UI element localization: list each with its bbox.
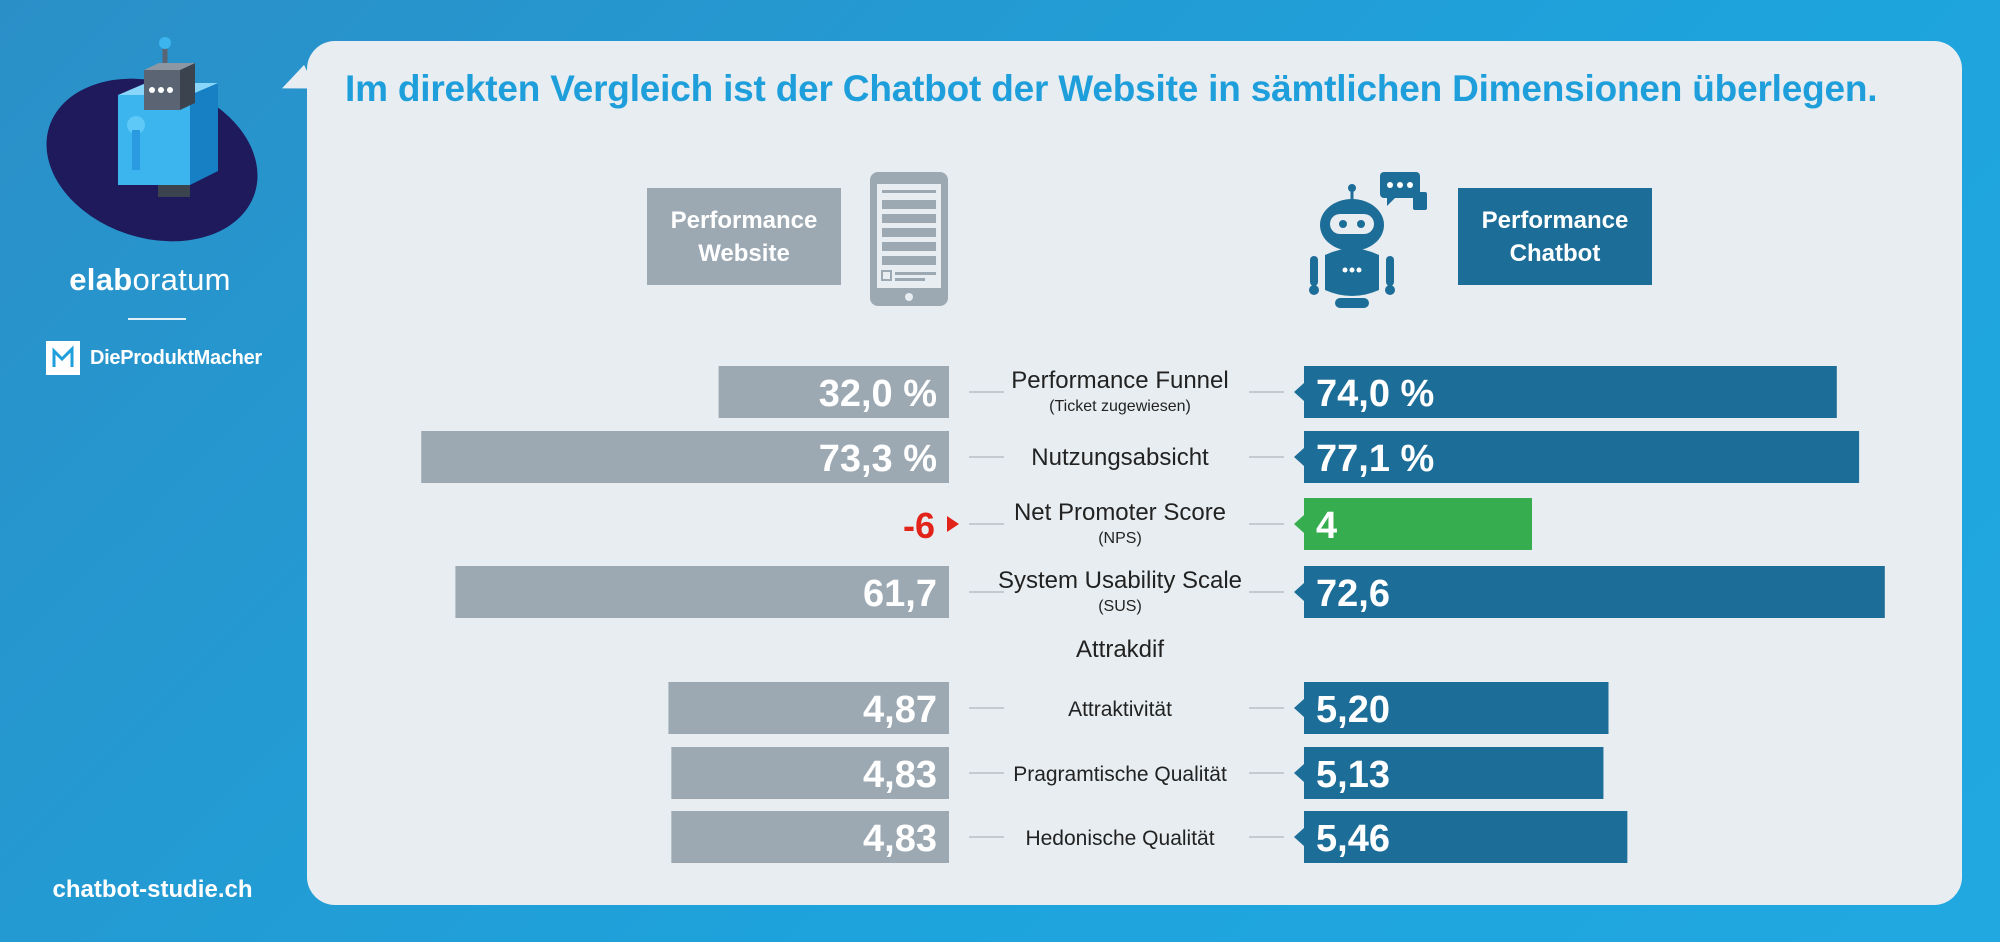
bar-chatbot — [1304, 811, 1628, 863]
bar-chatbot — [1304, 431, 1860, 483]
bar-website — [671, 747, 949, 799]
bar-label-chatbot: 74,0 % — [1316, 373, 1434, 415]
bar-pointer-icon — [1294, 383, 1304, 401]
bar-label-website: 4,83 — [863, 818, 937, 860]
category-sublabel: (NPS) — [1098, 530, 1142, 547]
divider — [128, 318, 186, 320]
bar-label-chatbot: 77,1 % — [1316, 438, 1434, 480]
group-heading: Attrakdif — [1076, 636, 1164, 663]
bar-chatbot — [1304, 566, 1885, 618]
partner-mark-icon — [46, 341, 80, 375]
bar-chatbot — [1304, 747, 1604, 799]
bar-website — [421, 431, 949, 483]
category-sublabel: (Ticket zugewiesen) — [1049, 398, 1191, 415]
header-website: Performance Website — [647, 188, 841, 285]
category-label: Attraktivität — [1068, 698, 1172, 721]
bar-website — [455, 566, 949, 618]
category-label: Nutzungsabsicht — [1031, 444, 1209, 471]
chatbot-robot-icon — [1309, 172, 1427, 308]
bar-label-chatbot: 5,46 — [1316, 818, 1390, 860]
bar-pointer-icon — [1294, 828, 1304, 846]
bar-label-website: -6 — [903, 505, 935, 546]
bar-pointer-icon — [1294, 515, 1304, 533]
category-label: Hedonische Qualität — [1025, 827, 1214, 850]
bar-pointer-icon — [1294, 583, 1304, 601]
bar-label-chatbot: 72,6 — [1316, 573, 1390, 615]
bar-pointer-icon — [1294, 764, 1304, 782]
bar-label-website: 32,0 % — [819, 373, 937, 415]
smartphone-icon — [870, 172, 948, 306]
bar-website — [671, 811, 949, 863]
category-label: Performance Funnel — [1011, 367, 1228, 394]
bar-label-website: 73,3 % — [819, 438, 937, 480]
bar-label-chatbot: 5,20 — [1316, 689, 1390, 731]
bar-website — [668, 682, 949, 734]
category-label: System Usability Scale — [998, 567, 1242, 594]
partner-name: DieProduktMacher — [90, 346, 262, 369]
bar-chatbot — [1304, 682, 1609, 734]
bar-pointer-icon — [1294, 699, 1304, 717]
category-sublabel: (SUS) — [1098, 598, 1142, 615]
bar-pointer-icon — [1294, 448, 1304, 466]
bar-chatbot — [1304, 366, 1837, 418]
bar-label-website: 4,87 — [863, 689, 937, 731]
bar-website — [718, 366, 949, 418]
bar-label-chatbot: 5,13 — [1316, 754, 1390, 796]
website-link[interactable]: chatbot-studie.ch — [52, 876, 253, 903]
headline: Im direkten Vergleich ist der Chatbot de… — [345, 68, 1878, 109]
sidebar: elaboratum DieProduktMacher chatbot-stud… — [0, 0, 300, 942]
header-chatbot: Performance Chatbot — [1458, 188, 1652, 285]
bar-chatbot — [1304, 498, 1532, 550]
robot-mascot-logo — [46, 37, 258, 242]
category-label: Net Promoter Score — [1014, 499, 1226, 526]
nps-arrow-icon — [947, 516, 959, 532]
category-label: Pragramtische Qualität — [1013, 763, 1227, 786]
brand-name: elaboratum — [69, 262, 231, 297]
bar-label-website: 4,83 — [863, 754, 937, 796]
bar-label-chatbot: 4 — [1316, 505, 1337, 547]
bar-label-website: 61,7 — [863, 573, 937, 615]
partner-logo: DieProduktMacher — [46, 341, 262, 375]
